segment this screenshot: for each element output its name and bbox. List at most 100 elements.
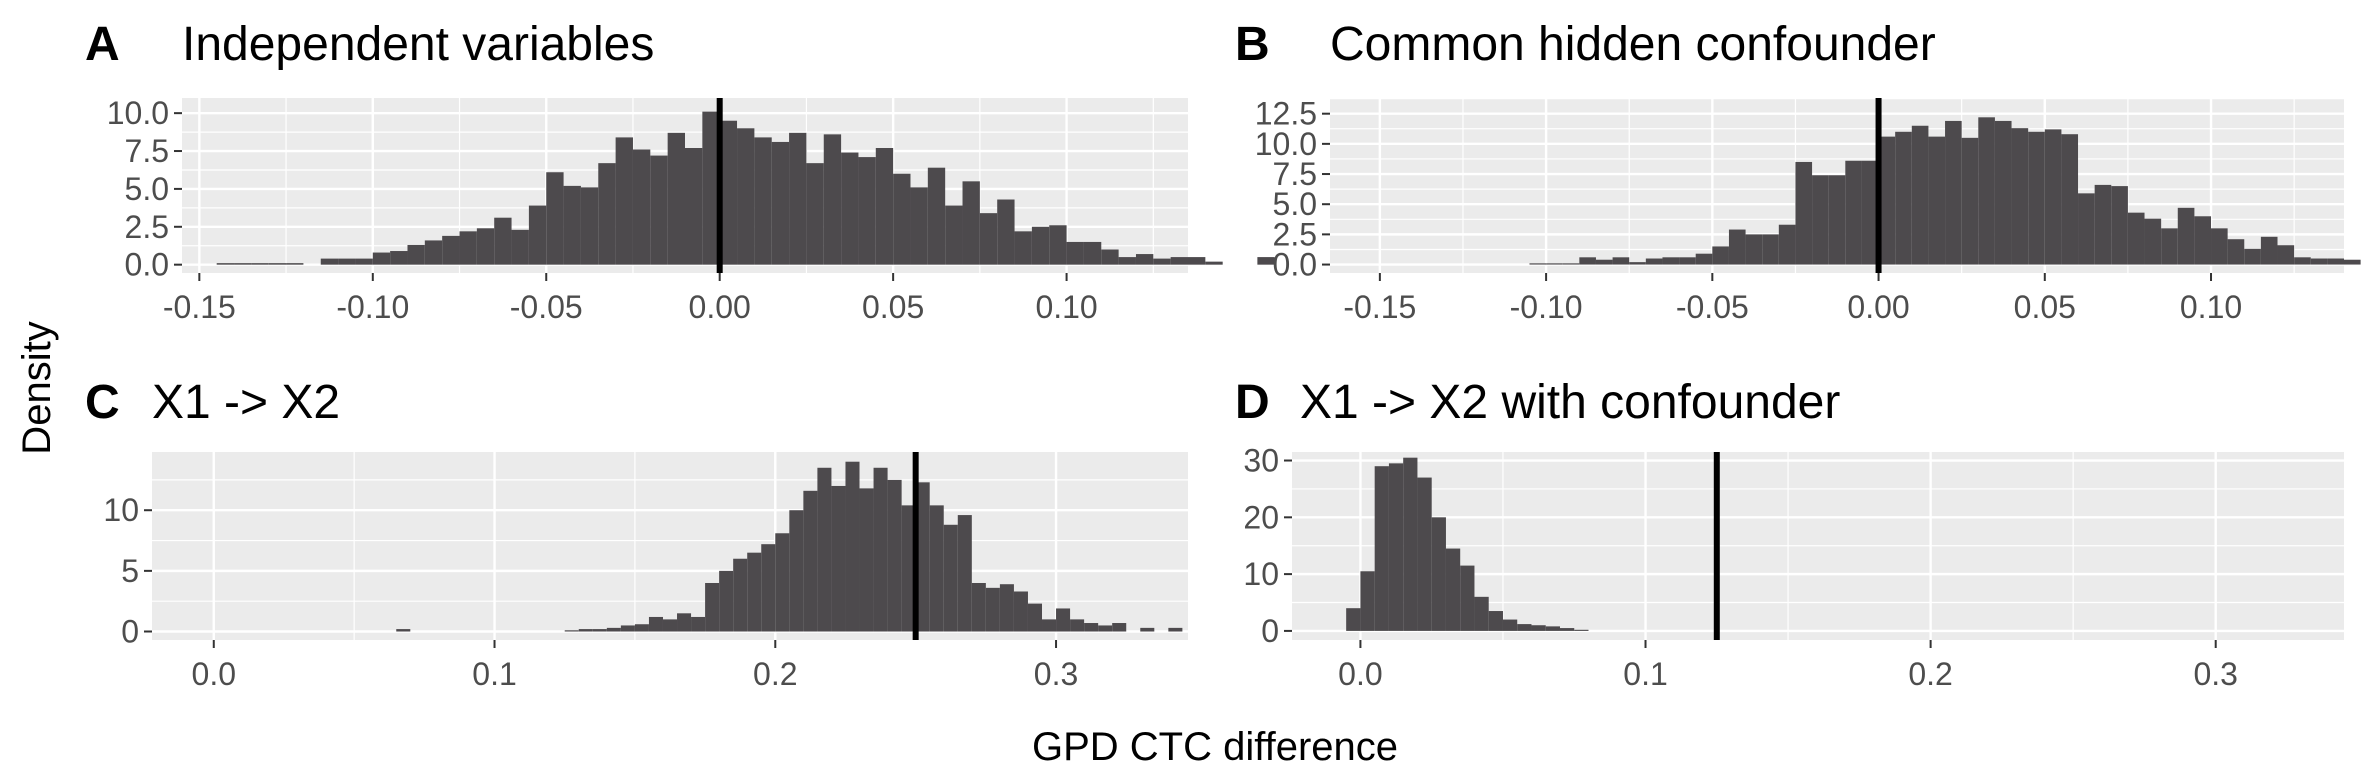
panel-d-histogram-bar [1574,629,1589,631]
panel-d-histogram-bar [1346,608,1361,631]
panel-c-histogram-bar [901,505,916,632]
panel-a-y-tick-label: 0.0 [125,247,169,283]
panel-b-histogram-bar [1978,117,1995,265]
panel-b-histogram-bar [2044,129,2062,265]
panel-d-histogram-bar [1502,619,1518,631]
panel-c-histogram-bar [677,613,692,632]
panel-b-x-tick-label: -0.05 [1676,289,1749,325]
panel-d: 0 10 20 30 0.0 0.1 0.2 0.3 D X1 -> X2 with confou… [1235,376,2344,692]
panel-b-histogram-bar [2161,228,2178,265]
panel-b-histogram-bar [2327,258,2344,265]
panel-b-histogram-bar [2177,207,2195,265]
panel-c-histogram-bar [606,627,621,632]
panel-c-histogram-bar [1112,623,1127,632]
panel-b-histogram-bar [1945,120,1962,265]
panel-b-histogram-bar [1712,246,1729,265]
panel-b-histogram-bar [2260,236,2278,265]
panel-d-histogram-bar [1360,571,1375,631]
panel-a-histogram-bar [1135,254,1154,265]
panel-b-x-tick-label: 0.00 [1847,289,1909,325]
panel-c-histogram-bar [733,558,748,632]
panel-b-histogram-bar [1679,257,1696,265]
panel-b-histogram-bar [1662,257,1680,265]
panel-b-histogram-bar [1728,229,1746,265]
panel-c-histogram-bar [592,629,607,632]
panel-c-letter: C [85,376,120,429]
panel-a-letter: A [85,18,120,71]
panel-b-histogram-bar [2078,193,2095,265]
panel-d-histogram-bar [1374,466,1389,631]
panel-c-histogram-bar [957,515,972,632]
panel-a-histogram-bar [320,258,339,265]
panel-b-histogram-bar [2310,258,2328,265]
panel-a-histogram-bar [1014,231,1032,265]
panel-d-y-tick-label: 0 [1261,613,1279,649]
panel-b-histogram-bar [1762,234,1779,265]
panel-b-x-tick-label: 0.05 [2014,289,2076,325]
panel-a-histogram-bar [511,229,529,265]
panel-c-title: X1 -> X2 [152,376,340,429]
panel-c-histogram-bar [1084,623,1099,632]
panel-c-histogram-bar [1168,627,1183,632]
panel-c-histogram-bar [873,467,888,632]
panel-a-histogram-bar [997,199,1015,265]
panel-d-histogram-bar [1403,457,1418,631]
panel-a-histogram-bar [494,217,512,265]
panel-b-histogram-bar [1861,160,1879,265]
panel-a-histogram-bar [1049,225,1067,265]
panel-d-x-tick-label: 0.1 [1623,656,1667,692]
panel-a-histogram-bar [650,155,668,265]
panel-a-histogram-bar [962,181,980,265]
panel-c-histogram-bar [1140,627,1155,632]
panel-d-title: X1 -> X2 with confounder [1300,376,1840,429]
panel-a-x-tick-label: 0.10 [1035,289,1097,325]
panel-a-histogram-bar [754,137,772,265]
panel-b-histogram-bar [1778,224,1796,265]
panel-b-x-tick-label: 0.10 [2180,289,2242,325]
panel-d-letter: D [1235,376,1270,429]
panel-b-y-tick-label: 12.5 [1255,96,1317,132]
panel-a-histogram-bar [789,132,807,265]
panel-b-histogram-bar [1529,263,1547,265]
panel-c-histogram-bar [747,552,762,632]
panel-b-x-tick-label: -0.10 [1510,289,1583,325]
panel-b-histogram-bar [2061,134,2079,265]
panel-b-histogram-bar [1645,258,1663,265]
panel-c-histogram-bar [831,485,846,632]
panel-c-y-tick-label: 0 [121,614,139,650]
panel-b-histogram-bar [2194,216,2212,265]
panel-a-histogram-bar [424,240,443,265]
panel-a-histogram-bar [737,128,755,265]
panel-b-histogram-bar [1928,136,1946,265]
panel-a-histogram-bar [632,149,651,265]
panel-c: 0 5 10 0.0 0.1 0.2 0.3 C X1 -> X2 [85,376,1188,692]
panel-c-histogram-bar [396,629,411,632]
panel-c-y-tick-label: 10 [103,492,139,528]
panel-b-histogram-bar [2344,259,2361,265]
panel-b-histogram-bar [1878,136,1896,265]
panel-c-x-tick-label: 0.3 [1034,656,1078,692]
panel-d-histogram-bar [1531,625,1546,631]
panel-a-histogram-bar [823,134,842,265]
panel-c-histogram-bar [1070,619,1085,632]
panel-c-histogram-bar [719,570,734,632]
panel-c-x-tick-label: 0.1 [472,656,516,692]
panel-a-histogram-bar [858,157,876,265]
panel-a-histogram-bar [598,163,616,265]
panel-b-histogram-bar [2144,218,2162,265]
panel-b-histogram-bar [1911,125,1929,265]
panel-a-histogram-bar [563,185,581,265]
panel-c-histogram-bar [705,582,720,632]
panel-b-histogram-bar [2127,212,2145,265]
panel-a-y-tick-label: 2.5 [125,209,169,245]
panel-c-histogram-bar [929,505,944,632]
panel-b-histogram-bar [2111,186,2128,265]
panel-a-histogram-bar [268,263,287,265]
panel-b-histogram-bar [1579,257,1596,265]
panel-c-histogram-bar [691,616,706,632]
panel-b-histogram-bar [2094,184,2112,265]
panel-d-x-tick-label: 0.3 [2193,656,2237,692]
panel-c-histogram-bar [1042,619,1057,632]
panel-b-y-tick-label: 7.5 [1273,156,1317,192]
panel-b-histogram-bar [1828,175,1846,265]
